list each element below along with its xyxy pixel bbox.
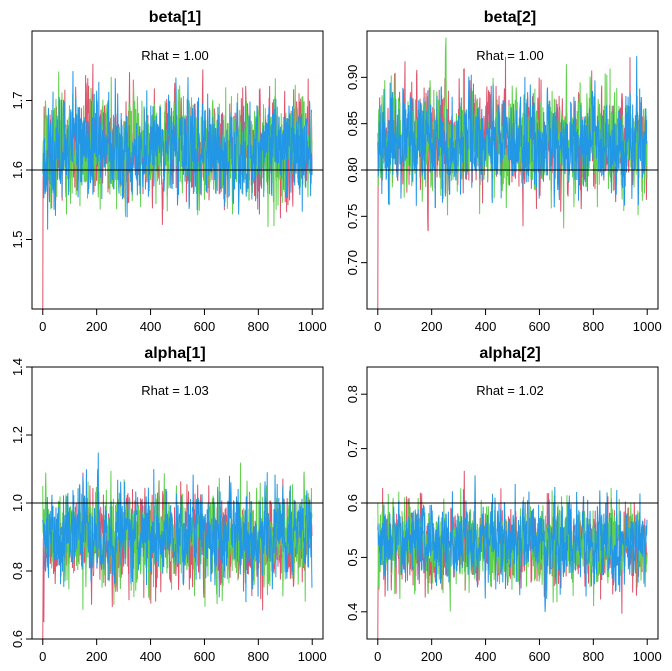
x-axis: 0 200 400 600 800 1000 — [374, 308, 662, 334]
trace-lines — [377, 470, 648, 639]
rhat-annotation: Rhat = 1.00 — [141, 48, 209, 63]
y-tick-label: 0.90 — [345, 65, 360, 90]
x-tick-label: 800 — [247, 319, 269, 334]
y-tick-label: 0.7 — [345, 440, 360, 458]
panel-title: beta[1] — [149, 9, 201, 26]
x-tick-label: 400 — [140, 319, 162, 334]
x-tick-label: 200 — [421, 649, 443, 664]
plot-frame — [366, 30, 659, 310]
y-tick-label: 0.5 — [345, 548, 360, 566]
y-axis: 0.70 0.75 0.80 0.85 0.90 — [345, 65, 368, 275]
y-tick-label: 1.6 — [10, 161, 25, 179]
x-tick-label: 400 — [475, 649, 497, 664]
x-tick-label: 1000 — [298, 319, 327, 334]
panel-title: alpha[1] — [144, 345, 205, 362]
trace-lines — [42, 452, 313, 639]
x-tick-label: 800 — [582, 319, 604, 334]
x-tick-label: 200 — [421, 319, 443, 334]
y-tick-label: 0.70 — [345, 250, 360, 275]
y-tick-label: 1.0 — [10, 494, 25, 512]
x-tick-label: 1000 — [633, 319, 662, 334]
x-tick-label: 1000 — [633, 649, 662, 664]
x-tick-label: 600 — [529, 319, 551, 334]
x-tick-label: 0 — [39, 319, 46, 334]
y-tick-label: 0.6 — [10, 630, 25, 648]
y-tick-label: 1.4 — [10, 358, 25, 376]
trace-lines — [42, 63, 313, 309]
panel-title: beta[2] — [484, 9, 536, 26]
y-axis: 0.4 0.5 0.6 0.7 0.8 — [345, 385, 368, 621]
y-tick-label: 0.4 — [345, 603, 360, 621]
x-tick-label: 400 — [475, 319, 497, 334]
x-tick-label: 800 — [247, 649, 269, 664]
x-tick-label: 0 — [39, 649, 46, 664]
plot-frame — [31, 366, 324, 640]
chain-trace-3 — [377, 56, 648, 208]
panel-alpha-1: alpha[1] Rhat = 1.03 0 200 400 600 800 1000 0… — [10, 345, 327, 664]
x-tick-label: 600 — [194, 649, 216, 664]
y-axis: 1.5 1.6 1.7 — [10, 91, 33, 249]
rhat-annotation: Rhat = 1.02 — [476, 383, 544, 398]
y-tick-label: 0.6 — [345, 494, 360, 512]
y-tick-label: 1.2 — [10, 426, 25, 444]
x-tick-label: 0 — [374, 649, 381, 664]
rhat-annotation: Rhat = 1.03 — [141, 383, 209, 398]
x-tick-label: 800 — [582, 649, 604, 664]
x-tick-label: 600 — [529, 649, 551, 664]
x-tick-label: 600 — [194, 319, 216, 334]
plot-frame — [366, 366, 659, 640]
x-tick-label: 200 — [86, 649, 108, 664]
x-tick-label: 200 — [86, 319, 108, 334]
chain-trace-3 — [42, 452, 313, 603]
y-tick-label: 0.80 — [345, 157, 360, 182]
x-tick-label: 1000 — [298, 649, 327, 664]
chain-trace-3 — [42, 71, 313, 230]
y-tick-label: 0.85 — [345, 111, 360, 136]
panel-title: alpha[2] — [479, 345, 540, 362]
plot-frame — [31, 30, 324, 310]
y-tick-label: 1.5 — [10, 230, 25, 248]
x-axis: 0 200 400 600 800 1000 — [374, 638, 662, 664]
y-tick-label: 0.8 — [345, 385, 360, 403]
panel-beta-1: beta[1] Rhat = 1.00 0 200 400 600 800 1000 1.… — [10, 9, 327, 334]
y-tick-label: 0.75 — [345, 204, 360, 229]
panel-beta-2: beta[2] Rhat = 1.00 0 200 400 600 800 1000 0.… — [345, 9, 662, 334]
trace-lines — [377, 37, 648, 309]
x-tick-label: 0 — [374, 319, 381, 334]
panel-alpha-2: alpha[2] Rhat = 1.02 0 200 400 600 800 1000 0… — [345, 345, 662, 664]
chain-trace-3 — [377, 475, 648, 612]
y-tick-label: 0.8 — [10, 562, 25, 580]
x-tick-label: 400 — [140, 649, 162, 664]
y-tick-label: 1.7 — [10, 91, 25, 109]
rhat-annotation: Rhat = 1.00 — [476, 48, 544, 63]
